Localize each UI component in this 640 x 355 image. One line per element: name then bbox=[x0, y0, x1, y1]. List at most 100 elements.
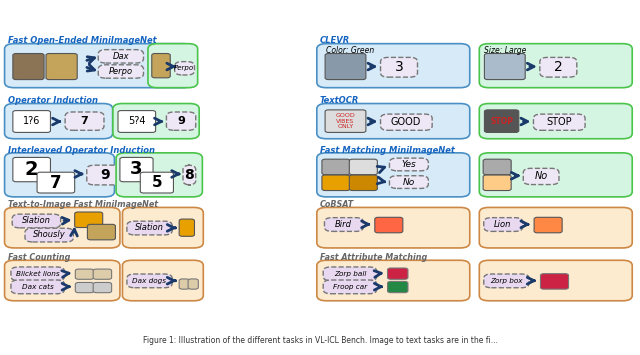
Text: Zorp box: Zorp box bbox=[490, 278, 522, 284]
FancyBboxPatch shape bbox=[116, 153, 202, 197]
Text: 2: 2 bbox=[24, 160, 38, 179]
FancyBboxPatch shape bbox=[323, 267, 377, 281]
FancyBboxPatch shape bbox=[76, 269, 94, 279]
Text: 7: 7 bbox=[50, 174, 61, 192]
Text: CoBSAT: CoBSAT bbox=[320, 200, 355, 209]
Text: No: No bbox=[534, 171, 548, 181]
Text: 5: 5 bbox=[152, 175, 162, 190]
Text: No: No bbox=[403, 178, 415, 187]
FancyBboxPatch shape bbox=[325, 54, 366, 80]
FancyBboxPatch shape bbox=[390, 176, 428, 189]
Text: GOOD
VIBES
ONLY: GOOD VIBES ONLY bbox=[335, 113, 355, 130]
FancyBboxPatch shape bbox=[88, 224, 115, 240]
FancyBboxPatch shape bbox=[166, 112, 196, 130]
Text: CLEVR: CLEVR bbox=[320, 37, 350, 45]
Text: 5?4: 5?4 bbox=[128, 116, 145, 126]
FancyBboxPatch shape bbox=[46, 54, 77, 80]
FancyBboxPatch shape bbox=[127, 274, 172, 288]
Text: 8: 8 bbox=[184, 168, 195, 182]
Text: STOP: STOP bbox=[490, 117, 513, 126]
Text: Interleaved Operator Induction: Interleaved Operator Induction bbox=[8, 146, 155, 155]
FancyBboxPatch shape bbox=[322, 159, 350, 175]
Text: Yes: Yes bbox=[402, 160, 417, 169]
FancyBboxPatch shape bbox=[317, 44, 470, 88]
FancyBboxPatch shape bbox=[4, 260, 120, 301]
FancyBboxPatch shape bbox=[540, 274, 568, 289]
Text: 9: 9 bbox=[177, 116, 185, 126]
Text: Slation: Slation bbox=[135, 223, 164, 233]
FancyBboxPatch shape bbox=[4, 207, 120, 248]
Text: 1?6: 1?6 bbox=[23, 116, 41, 126]
Text: Lion: Lion bbox=[494, 220, 511, 229]
FancyBboxPatch shape bbox=[93, 283, 111, 293]
Text: Zorp ball: Zorp ball bbox=[334, 271, 366, 277]
FancyBboxPatch shape bbox=[479, 153, 632, 197]
Text: Perpo: Perpo bbox=[174, 65, 195, 71]
Text: 7: 7 bbox=[81, 116, 88, 126]
FancyBboxPatch shape bbox=[479, 260, 632, 301]
FancyBboxPatch shape bbox=[390, 158, 428, 171]
FancyBboxPatch shape bbox=[148, 44, 198, 88]
FancyBboxPatch shape bbox=[122, 207, 204, 248]
FancyBboxPatch shape bbox=[484, 54, 525, 80]
FancyBboxPatch shape bbox=[183, 165, 196, 185]
FancyBboxPatch shape bbox=[381, 58, 417, 77]
Text: GOOD: GOOD bbox=[391, 117, 421, 127]
FancyBboxPatch shape bbox=[317, 207, 470, 248]
FancyBboxPatch shape bbox=[483, 159, 511, 175]
FancyBboxPatch shape bbox=[381, 114, 432, 130]
FancyBboxPatch shape bbox=[113, 104, 199, 139]
FancyBboxPatch shape bbox=[4, 44, 193, 88]
FancyBboxPatch shape bbox=[4, 153, 115, 197]
FancyBboxPatch shape bbox=[325, 110, 366, 132]
Text: Dax cats: Dax cats bbox=[22, 284, 54, 290]
Text: Dax: Dax bbox=[113, 52, 129, 61]
FancyBboxPatch shape bbox=[323, 280, 377, 294]
FancyBboxPatch shape bbox=[13, 110, 51, 132]
Text: Froop car: Froop car bbox=[333, 284, 367, 290]
FancyBboxPatch shape bbox=[13, 54, 44, 80]
Text: Figure 1: Illustration of the different tasks in VL-ICL Bench. Image to text tas: Figure 1: Illustration of the different … bbox=[143, 336, 497, 345]
Text: Shously: Shously bbox=[33, 230, 65, 239]
FancyBboxPatch shape bbox=[179, 219, 195, 236]
FancyBboxPatch shape bbox=[484, 274, 529, 288]
Text: Text-to-Image Fast MiniImageNet: Text-to-Image Fast MiniImageNet bbox=[8, 200, 158, 209]
FancyBboxPatch shape bbox=[120, 157, 153, 182]
Text: Blicket lions: Blicket lions bbox=[16, 271, 60, 277]
FancyBboxPatch shape bbox=[25, 228, 74, 242]
Text: Color: Green: Color: Green bbox=[326, 46, 374, 55]
FancyBboxPatch shape bbox=[388, 268, 408, 279]
FancyBboxPatch shape bbox=[93, 269, 111, 279]
Text: Fast Counting: Fast Counting bbox=[8, 253, 70, 262]
FancyBboxPatch shape bbox=[322, 175, 350, 191]
FancyBboxPatch shape bbox=[11, 280, 65, 294]
FancyBboxPatch shape bbox=[118, 110, 156, 132]
FancyBboxPatch shape bbox=[317, 260, 470, 301]
FancyBboxPatch shape bbox=[375, 217, 403, 233]
FancyBboxPatch shape bbox=[179, 279, 189, 289]
FancyBboxPatch shape bbox=[324, 218, 364, 231]
FancyBboxPatch shape bbox=[479, 44, 632, 88]
Text: Perpo: Perpo bbox=[109, 67, 133, 76]
FancyBboxPatch shape bbox=[479, 104, 632, 139]
FancyBboxPatch shape bbox=[11, 267, 65, 281]
Text: 3: 3 bbox=[130, 160, 143, 179]
FancyBboxPatch shape bbox=[317, 104, 470, 139]
Text: Operator Induction: Operator Induction bbox=[8, 96, 98, 105]
FancyBboxPatch shape bbox=[140, 172, 173, 193]
FancyBboxPatch shape bbox=[540, 58, 577, 77]
FancyBboxPatch shape bbox=[534, 114, 585, 130]
FancyBboxPatch shape bbox=[12, 214, 61, 228]
Text: STOP: STOP bbox=[546, 117, 572, 127]
Text: Fast Attribute Matching: Fast Attribute Matching bbox=[320, 253, 428, 262]
FancyBboxPatch shape bbox=[152, 54, 170, 78]
Text: Slation: Slation bbox=[22, 216, 51, 225]
Text: Fast Open-Ended MiniImageNet: Fast Open-Ended MiniImageNet bbox=[8, 37, 156, 45]
FancyBboxPatch shape bbox=[388, 282, 408, 293]
FancyBboxPatch shape bbox=[127, 221, 172, 235]
FancyBboxPatch shape bbox=[99, 50, 143, 63]
Text: Size: Large: Size: Large bbox=[484, 46, 527, 55]
FancyBboxPatch shape bbox=[349, 159, 378, 175]
FancyBboxPatch shape bbox=[349, 175, 378, 191]
FancyBboxPatch shape bbox=[99, 65, 143, 78]
